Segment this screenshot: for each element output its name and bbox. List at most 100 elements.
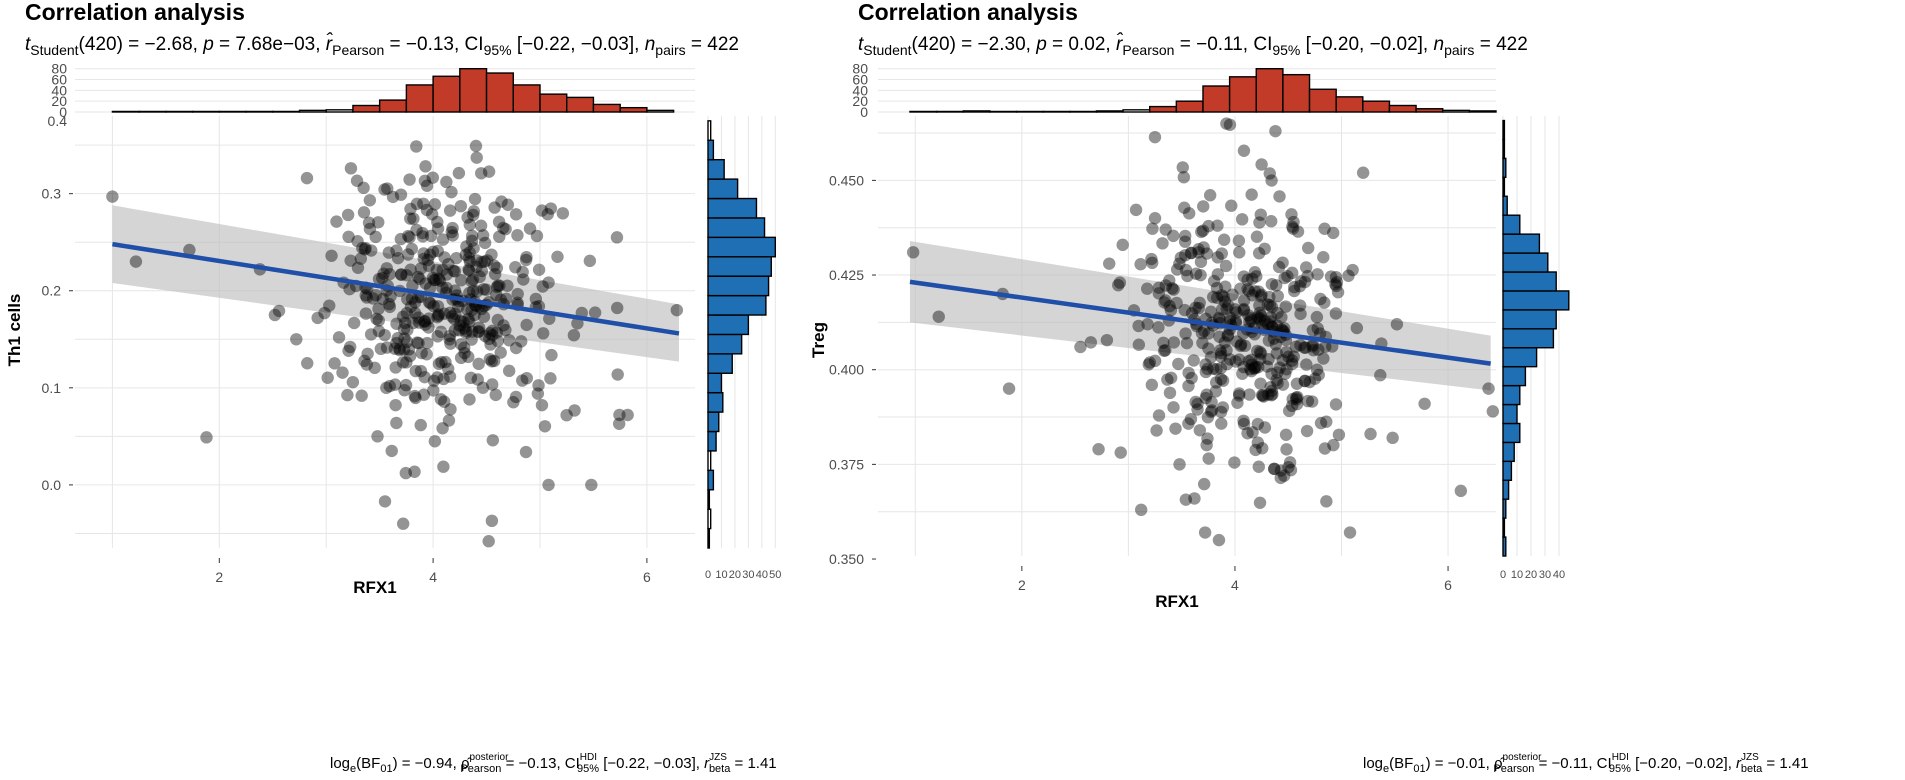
data-point (532, 263, 546, 276)
data-point (380, 262, 393, 275)
data-point (470, 260, 483, 274)
data-point (1132, 338, 1146, 351)
data-point (1282, 404, 1296, 418)
data-point (621, 408, 634, 422)
side-hist-bar (1502, 214, 1521, 235)
top-hist-tick-label: 40 (51, 82, 67, 98)
side-hist-bar (1502, 271, 1557, 292)
data-point (467, 242, 480, 255)
data-point (1187, 354, 1200, 367)
y-tick-label: 0.1 (42, 380, 62, 396)
data-point (418, 174, 432, 188)
data-point (1114, 446, 1127, 459)
data-point (1203, 189, 1217, 202)
data-point (437, 460, 450, 473)
data-point (1331, 286, 1345, 299)
data-point (397, 322, 411, 336)
data-point (1178, 201, 1191, 214)
data-point (384, 290, 397, 303)
y-axis-label: Th1 cells (5, 294, 24, 367)
subtitle-r-value: = −0.13, CI (384, 34, 483, 55)
data-point (1269, 338, 1282, 351)
data-point (611, 301, 624, 315)
data-point (372, 216, 385, 229)
top-hist-bar (1415, 108, 1444, 113)
top-hist-bar (1228, 76, 1257, 113)
side-hist-bar (707, 294, 767, 316)
data-point (457, 341, 471, 354)
data-point (408, 389, 422, 403)
data-point (519, 445, 533, 459)
data-point (473, 270, 486, 284)
data-point (421, 336, 434, 350)
data-point (1256, 442, 1269, 455)
data-point (1283, 456, 1297, 469)
data-point (354, 252, 368, 265)
data-point (490, 261, 504, 275)
data-point (1329, 270, 1343, 284)
data-point (454, 274, 468, 287)
data-point (380, 341, 394, 354)
data-point (422, 321, 435, 334)
data-point (1284, 463, 1298, 477)
data-point (1207, 290, 1220, 304)
chart-title: Correlation analysis (858, 0, 1078, 25)
data-point (482, 165, 496, 178)
data-point (1229, 314, 1242, 328)
data-point (1301, 269, 1314, 283)
data-point (332, 331, 346, 344)
data-point (516, 265, 529, 279)
data-point (1182, 207, 1196, 220)
data-point (437, 372, 450, 386)
data-point (409, 391, 422, 405)
side-hist-bar (1502, 195, 1508, 216)
data-point (1159, 223, 1172, 236)
data-point (1312, 368, 1325, 382)
top-hist-bar (512, 84, 541, 113)
data-point (493, 279, 506, 292)
data-point (474, 219, 488, 232)
data-point (1084, 336, 1098, 349)
data-point (1271, 376, 1284, 390)
data-point (1262, 352, 1275, 366)
data-point (1269, 279, 1283, 292)
data-point (1252, 247, 1266, 260)
subtitle-r-value: = −0.11, CI (1174, 34, 1272, 55)
data-point (1258, 421, 1272, 434)
data-point (412, 311, 425, 324)
data-point (416, 226, 429, 240)
chart-panel-th1: Correlation analysis tStudent(420) = −2.6… (0, 0, 952, 780)
data-point (394, 232, 408, 246)
data-point (1291, 225, 1305, 238)
data-point (1178, 303, 1191, 317)
data-point (1249, 443, 1262, 457)
data-point (1242, 354, 1255, 368)
data-point (399, 466, 413, 480)
data-point (434, 325, 448, 339)
data-point (542, 478, 555, 492)
top-hist-tick-label: 60 (852, 72, 868, 88)
data-point (1320, 495, 1333, 508)
data-point (400, 356, 413, 369)
data-point (483, 352, 497, 366)
side-hist-tick-label: 20 (729, 569, 741, 581)
data-point (1209, 376, 1223, 389)
data-point (459, 248, 473, 261)
data-point (419, 318, 432, 331)
y-tick-label: 0.3 (42, 186, 62, 202)
data-point (453, 319, 466, 332)
data-point (472, 325, 485, 339)
data-point (445, 185, 458, 199)
side-hist-bar (707, 469, 715, 491)
data-point (398, 316, 412, 330)
data-point (1201, 432, 1214, 445)
data-point (440, 281, 453, 295)
data-point (1306, 324, 1320, 337)
data-point (476, 229, 490, 242)
side-hist-bar (707, 256, 772, 277)
side-hist-bar (707, 236, 777, 258)
caption-bf: (BF (356, 755, 380, 772)
data-point (417, 247, 430, 260)
data-point (1182, 417, 1195, 430)
side-hist-bar (707, 391, 724, 413)
